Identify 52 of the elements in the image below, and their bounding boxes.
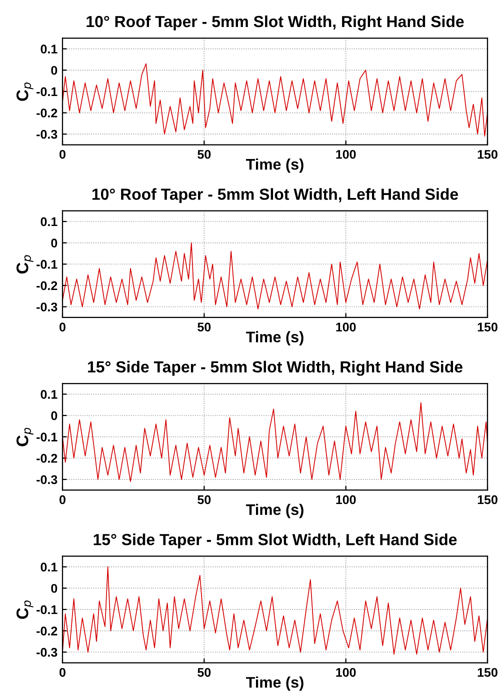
y-tick-label: -0.1 bbox=[36, 260, 58, 269]
y-tick-label: -0.1 bbox=[36, 87, 58, 96]
x-tick-label: 100 bbox=[336, 668, 356, 677]
x-tick-label: 50 bbox=[198, 668, 211, 677]
chart-title: 10° Roof Taper - 5mm Slot Width, Right Hand Side bbox=[86, 15, 464, 30]
y-tick-label: -0.1 bbox=[36, 432, 58, 442]
y-tick-label: 0 bbox=[51, 66, 58, 75]
x-tick-label: 100 bbox=[336, 322, 356, 332]
x-axis-title: Time (s) bbox=[246, 676, 304, 691]
x-axis-title: Time (s) bbox=[246, 331, 304, 346]
y-tick-label: -0.2 bbox=[36, 281, 58, 290]
y-tick-label: 0.1 bbox=[40, 217, 58, 226]
line-series bbox=[62, 402, 488, 482]
x-tick-label: 50 bbox=[198, 322, 211, 332]
line-series bbox=[62, 242, 488, 310]
x-tick-label: 0 bbox=[60, 495, 66, 504]
chart-title: 15° Side Taper - 5mm Slot Width, Left Hand Side bbox=[94, 533, 457, 548]
x-tick-label: 150 bbox=[478, 668, 498, 677]
x-tick-label: 0 bbox=[60, 322, 66, 332]
y-tick-label: -0.3 bbox=[36, 648, 58, 657]
y-tick-label: 0 bbox=[51, 584, 58, 593]
y-tick-label: -0.2 bbox=[36, 454, 58, 463]
y-tick-label: 0 bbox=[51, 238, 58, 248]
x-tick-label: 50 bbox=[198, 495, 211, 504]
x-tick-label: 0 bbox=[60, 668, 66, 677]
y-tick-label: -0.2 bbox=[36, 108, 58, 118]
x-tick-label: 150 bbox=[478, 495, 498, 504]
y-tick-label: 0.1 bbox=[40, 44, 58, 54]
y-axis-title: C$_{p}$ bbox=[16, 428, 34, 446]
y-axis-title: C$_{p}$ bbox=[16, 82, 34, 101]
x-tick-label: 100 bbox=[336, 150, 356, 159]
y-tick-label: -0.2 bbox=[36, 626, 58, 636]
y-tick-label: -0.1 bbox=[36, 605, 58, 614]
y-tick-label: -0.3 bbox=[36, 302, 58, 312]
y-tick-label: 0.1 bbox=[40, 562, 58, 572]
x-tick-label: 0 bbox=[60, 150, 66, 159]
line-series bbox=[62, 63, 488, 137]
x-tick-label: 50 bbox=[198, 150, 211, 159]
chart-title: 10° Roof Taper - 5mm Slot Width, Left Hand Side bbox=[92, 188, 458, 204]
y-tick-label: 0 bbox=[51, 411, 58, 420]
x-axis-title: Time (s) bbox=[246, 158, 304, 173]
y-tick-label: -0.3 bbox=[36, 130, 58, 139]
y-tick-label: -0.3 bbox=[36, 475, 58, 484]
x-tick-label: 150 bbox=[478, 150, 498, 159]
line-series bbox=[62, 566, 488, 655]
y-tick-label: 0.1 bbox=[40, 390, 58, 399]
x-tick-label: 150 bbox=[478, 322, 498, 332]
x-axis-title: Time (s) bbox=[246, 504, 304, 518]
chart-title: 15° Side Taper - 5mm Slot Width, Right Hand Side bbox=[88, 360, 462, 376]
x-tick-label: 100 bbox=[336, 495, 356, 504]
y-axis-title: C$_{p}$ bbox=[16, 255, 34, 274]
y-axis-title: C$_{p}$ bbox=[16, 600, 34, 619]
